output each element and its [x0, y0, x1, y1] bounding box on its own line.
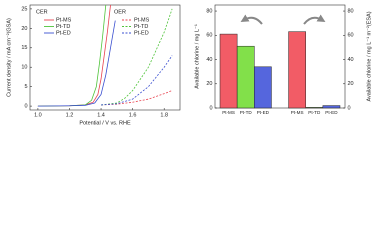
x-tick-label: Pt-TD [240, 110, 253, 115]
legend-label: Pt-ED [134, 30, 149, 36]
y-tick-label: 40 [348, 57, 354, 63]
y-tick-label: 80 [206, 9, 212, 15]
y-tick-label: 20 [206, 81, 212, 87]
y-axis-title: Current density / mA cm⁻²(GSA) [6, 18, 12, 97]
bar [254, 66, 272, 109]
legend-title: OER [114, 9, 126, 15]
legend-label: Pt-TD [134, 24, 148, 30]
data-line [101, 8, 173, 106]
x-axis-title: Potential / V vs. RHE [79, 120, 131, 126]
bar [288, 31, 306, 109]
legend-label: Pt-MS [134, 17, 150, 23]
data-line [37, 20, 116, 107]
x-tick-label: Pt-ED [325, 110, 338, 115]
data-line [101, 55, 173, 106]
current-arrows [240, 14, 326, 25]
y2-axis-title: Available chlorine / mg L⁻¹ m⁻²(ESA) [366, 11, 372, 101]
bar [322, 105, 341, 109]
x-tick-label: Pt-ED [257, 110, 270, 115]
legend-label: Pt-MS [56, 17, 72, 23]
y-tick-label: 0 [348, 105, 351, 111]
y-tick-label: 40 [206, 57, 212, 63]
y-tick-label: 0 [24, 104, 27, 110]
bar [219, 33, 238, 109]
y-axis-title: Available chlorine / mg L⁻¹ [194, 24, 200, 89]
plot-lines [37, 5, 173, 107]
x-tick-label: 1.0 [34, 112, 42, 118]
plot-frame [214, 4, 346, 109]
figure: 0 5 10 15 20 25 1.0 1.2 1.4 1.6 1.8 Potential / V v… [6, 4, 372, 126]
plot-frame [29, 4, 181, 111]
y-tick-label: 0 [209, 105, 212, 111]
x-tick-label: Pt-TD [308, 110, 321, 115]
bar [236, 45, 255, 109]
legend-title: CER [36, 9, 48, 15]
x-tick-label: 1.6 [129, 112, 137, 118]
bar [305, 107, 324, 109]
y-tick-label: 20 [21, 26, 27, 32]
y-tick-label: 25 [21, 6, 27, 12]
y-tick-label: 10 [21, 65, 27, 71]
y-tick-label: 60 [206, 33, 212, 39]
legend-label: Pt-TD [56, 24, 70, 30]
x-tick-label: 1.2 [66, 112, 74, 118]
x-tick-label: 1.4 [97, 112, 105, 118]
x-tick-label: Pt-MS [291, 110, 304, 115]
y-tick-label: 5 [24, 84, 27, 90]
data-line [101, 90, 173, 106]
y-tick-label: 15 [21, 45, 27, 51]
y-tick-label: 20 [348, 81, 354, 87]
x-tick-label: 1.8 [160, 112, 168, 118]
x-tick-label: Pt-MS [222, 110, 235, 115]
y-tick-label: 60 [348, 33, 354, 39]
y-tick-label: 80 [348, 9, 354, 15]
legend-label: Pt-ED [56, 30, 71, 36]
